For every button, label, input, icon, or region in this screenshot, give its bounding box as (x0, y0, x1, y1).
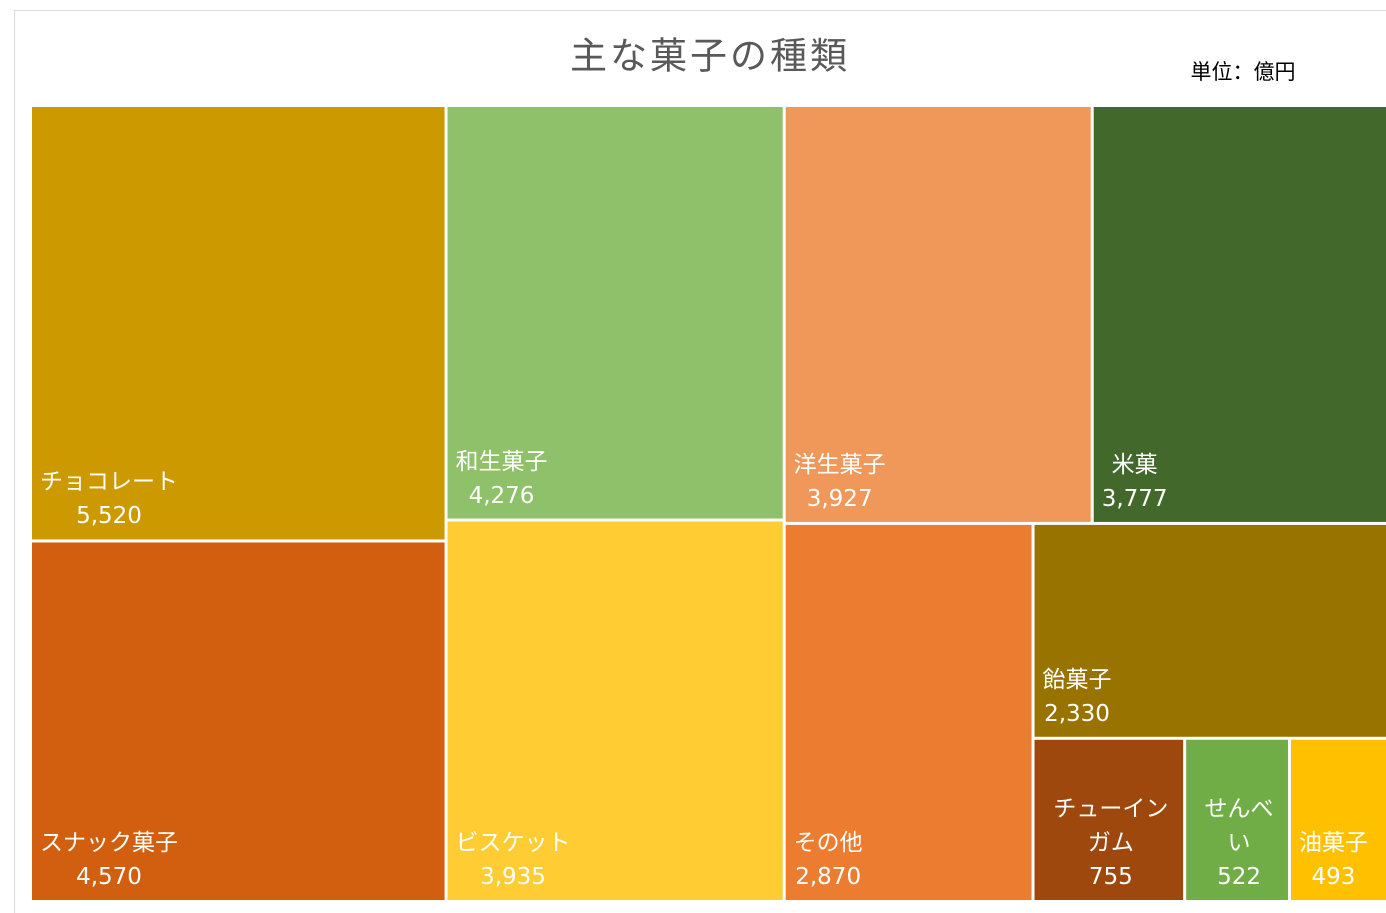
label-box: チョコレート 5,520 (32, 107, 445, 539)
tile-label: 和生菓子 4,276 (448, 107, 783, 519)
value-label: 522 (1217, 863, 1261, 890)
tile (32, 542, 445, 900)
label-box: 洋生菓子 3,927 (786, 107, 1091, 522)
tile-label: 米菓 3,777 (1094, 107, 1386, 522)
label-group: スナック菓子 4,570 (40, 826, 178, 894)
tile-label: 飴菓子 2,330 (1035, 525, 1386, 737)
tile-label: チョコレート 5,520 (32, 107, 445, 539)
label-group: チューインガム 755 (1043, 792, 1180, 894)
category-label: スナック菓子 (40, 829, 178, 856)
tile (1034, 524, 1386, 737)
label-box: 油菓子 493 (1291, 740, 1386, 900)
label-box: その他 2,870 (786, 525, 1032, 900)
label-box: ビスケット 3,935 (448, 522, 783, 900)
label-box: チューインガム 755 (1035, 740, 1184, 900)
label-group: 和生菓子 4,276 (456, 445, 548, 513)
value-label: 5,520 (76, 503, 142, 530)
label-box: スナック菓子 4,570 (32, 542, 445, 900)
tile (1093, 107, 1386, 522)
tile (1034, 739, 1184, 900)
value-label: 755 (1088, 863, 1133, 890)
category-label: その他 (793, 829, 863, 856)
tile (32, 107, 445, 540)
category-label: 飴菓子 (1042, 666, 1112, 693)
label-group: 米菓 3,777 (1102, 448, 1168, 516)
tile-label: チューインガム 755 (1035, 740, 1184, 900)
label-group: せんべい 522 (1194, 792, 1284, 894)
value-label: 4,570 (76, 863, 142, 890)
value-label: 2,330 (1044, 700, 1110, 727)
tile (447, 521, 783, 900)
tile (785, 107, 1091, 522)
category-label: 油菓子 (1298, 829, 1368, 856)
label-group: 飴菓子 2,330 (1043, 663, 1112, 731)
tile (1290, 739, 1386, 900)
tile-label: その他 2,870 (786, 525, 1032, 900)
chart-title: 主な菓子の種類 (570, 35, 850, 78)
category-label: せんべい (1204, 795, 1274, 856)
label-group: 洋生菓子 3,927 (794, 448, 886, 516)
label-box: 飴菓子 2,330 (1035, 525, 1386, 737)
label-box: 米菓 3,777 (1094, 107, 1386, 522)
value-label: 3,935 (480, 863, 546, 890)
tile-label: 洋生菓子 3,927 (786, 107, 1091, 522)
label-group: その他 2,870 (794, 826, 863, 894)
label-box: 和生菓子 4,276 (448, 107, 783, 519)
category-label: チョコレート (40, 469, 178, 496)
value-label: 3,777 (1101, 485, 1168, 512)
tile-label: せんべい 522 (1186, 740, 1288, 900)
category-label: 米菓 (1111, 451, 1158, 478)
category-label: チューインガム (1053, 795, 1169, 856)
label-group: ビスケット 3,935 (456, 826, 571, 894)
value-label: 3,927 (806, 485, 873, 512)
value-label: 2,870 (795, 863, 862, 890)
unit-note: 単位：億円 (1191, 60, 1296, 84)
label-group: チョコレート 5,520 (40, 465, 178, 533)
tile-label: スナック菓子 4,570 (32, 542, 445, 900)
tile (447, 107, 783, 519)
tile-label: 油菓子 493 (1291, 740, 1386, 900)
label-box: せんべい 522 (1186, 740, 1288, 900)
category-label: 洋生菓子 (793, 451, 886, 478)
category-label: 和生菓子 (455, 448, 548, 475)
value-label: 493 (1311, 863, 1356, 890)
tile (785, 524, 1032, 900)
category-label: ビスケット (455, 829, 571, 856)
tile-label: ビスケット 3,935 (448, 522, 783, 900)
value-label: 4,276 (468, 482, 535, 509)
label-group: 油菓子 493 (1299, 826, 1368, 894)
tile (1186, 739, 1288, 900)
